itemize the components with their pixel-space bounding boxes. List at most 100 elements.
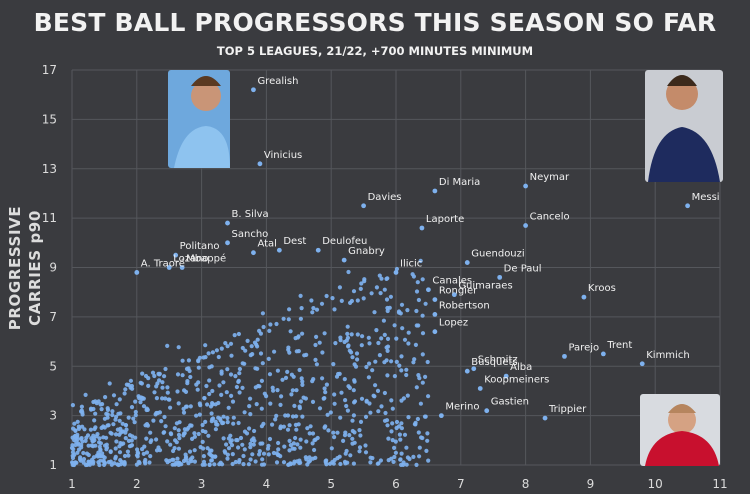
data-point (311, 377, 316, 382)
data-point (242, 361, 247, 366)
data-point (189, 459, 194, 464)
data-point (313, 455, 318, 460)
data-point (425, 431, 430, 436)
data-point (423, 374, 428, 379)
data-point (344, 448, 349, 454)
data-point (339, 390, 344, 395)
data-point (274, 451, 279, 456)
data-point (93, 411, 98, 416)
data-point (154, 410, 159, 416)
data-point (229, 438, 234, 443)
data-point (237, 458, 242, 463)
data-point (274, 460, 280, 465)
data-point (225, 344, 230, 349)
data-point (386, 436, 391, 441)
data-point (162, 374, 167, 379)
labeled-point (179, 265, 185, 270)
data-point (240, 345, 245, 351)
data-point (147, 460, 152, 465)
data-point (133, 399, 138, 404)
data-point (254, 342, 259, 347)
data-point (367, 361, 372, 366)
data-point (398, 437, 403, 442)
x-tick-label: 8 (522, 477, 530, 491)
data-point (115, 462, 120, 467)
data-point (145, 423, 150, 428)
data-point (416, 297, 421, 303)
data-point (300, 414, 305, 419)
data-point (110, 412, 115, 418)
data-point (188, 374, 193, 380)
data-point (98, 402, 103, 407)
data-point (213, 419, 218, 424)
data-point (152, 390, 157, 395)
labeled-point (581, 294, 587, 300)
data-point (72, 421, 77, 426)
labeled-point (341, 257, 347, 263)
data-point (101, 454, 106, 459)
data-point (224, 442, 229, 447)
data-point (221, 436, 226, 441)
data-point (108, 449, 113, 454)
data-point (359, 396, 365, 401)
data-point (308, 424, 313, 429)
labeled-point (523, 183, 528, 189)
data-point (160, 396, 165, 401)
data-point (224, 390, 229, 395)
data-point (292, 403, 297, 408)
data-point (107, 381, 112, 386)
data-point (415, 416, 420, 422)
data-point (270, 385, 275, 390)
data-point (413, 420, 418, 425)
x-tick-label: 1 (68, 477, 76, 491)
data-point (99, 407, 104, 412)
data-point (234, 384, 239, 390)
data-point (83, 438, 88, 443)
data-point (102, 416, 107, 421)
point-label: Gnabry (348, 246, 385, 257)
data-point (349, 298, 354, 304)
labeled-point (426, 287, 431, 293)
data-point (280, 377, 285, 382)
x-tick-label: 4 (263, 477, 271, 491)
data-point (255, 337, 260, 342)
point-label: Kimmich (646, 350, 689, 361)
background-points (69, 258, 431, 468)
data-point (162, 414, 167, 420)
data-point (405, 455, 410, 460)
data-point (249, 344, 254, 349)
data-point (364, 398, 369, 403)
data-point (241, 462, 246, 467)
x-tick-label: 7 (457, 477, 465, 491)
data-point (250, 452, 255, 457)
data-point (204, 383, 209, 389)
data-point (228, 372, 234, 377)
point-label: Vinicius (264, 150, 302, 161)
data-point (160, 380, 165, 385)
data-point (165, 343, 170, 348)
data-point (237, 371, 242, 376)
data-point (294, 414, 299, 419)
point-label: Guimaraes (458, 281, 512, 292)
point-label: Gastien (491, 397, 529, 408)
data-point (93, 399, 98, 404)
data-point (207, 365, 212, 370)
data-point (188, 404, 193, 409)
point-label: De Paul (504, 263, 542, 274)
data-point (185, 427, 190, 432)
data-point (346, 343, 351, 348)
labeled-points: Grealish Vinicius Di Maria Neymar Messi Davie… (134, 76, 720, 421)
data-point (91, 459, 96, 464)
point-label: Schmitz (478, 355, 518, 366)
data-point (275, 368, 280, 373)
data-point (351, 413, 356, 418)
data-point (207, 378, 212, 383)
data-point (248, 457, 253, 462)
data-point (404, 372, 409, 378)
data-point (180, 373, 185, 378)
data-point (222, 449, 227, 454)
data-point (357, 445, 363, 450)
data-point (243, 348, 248, 353)
data-point (132, 420, 137, 425)
data-point (163, 396, 168, 401)
